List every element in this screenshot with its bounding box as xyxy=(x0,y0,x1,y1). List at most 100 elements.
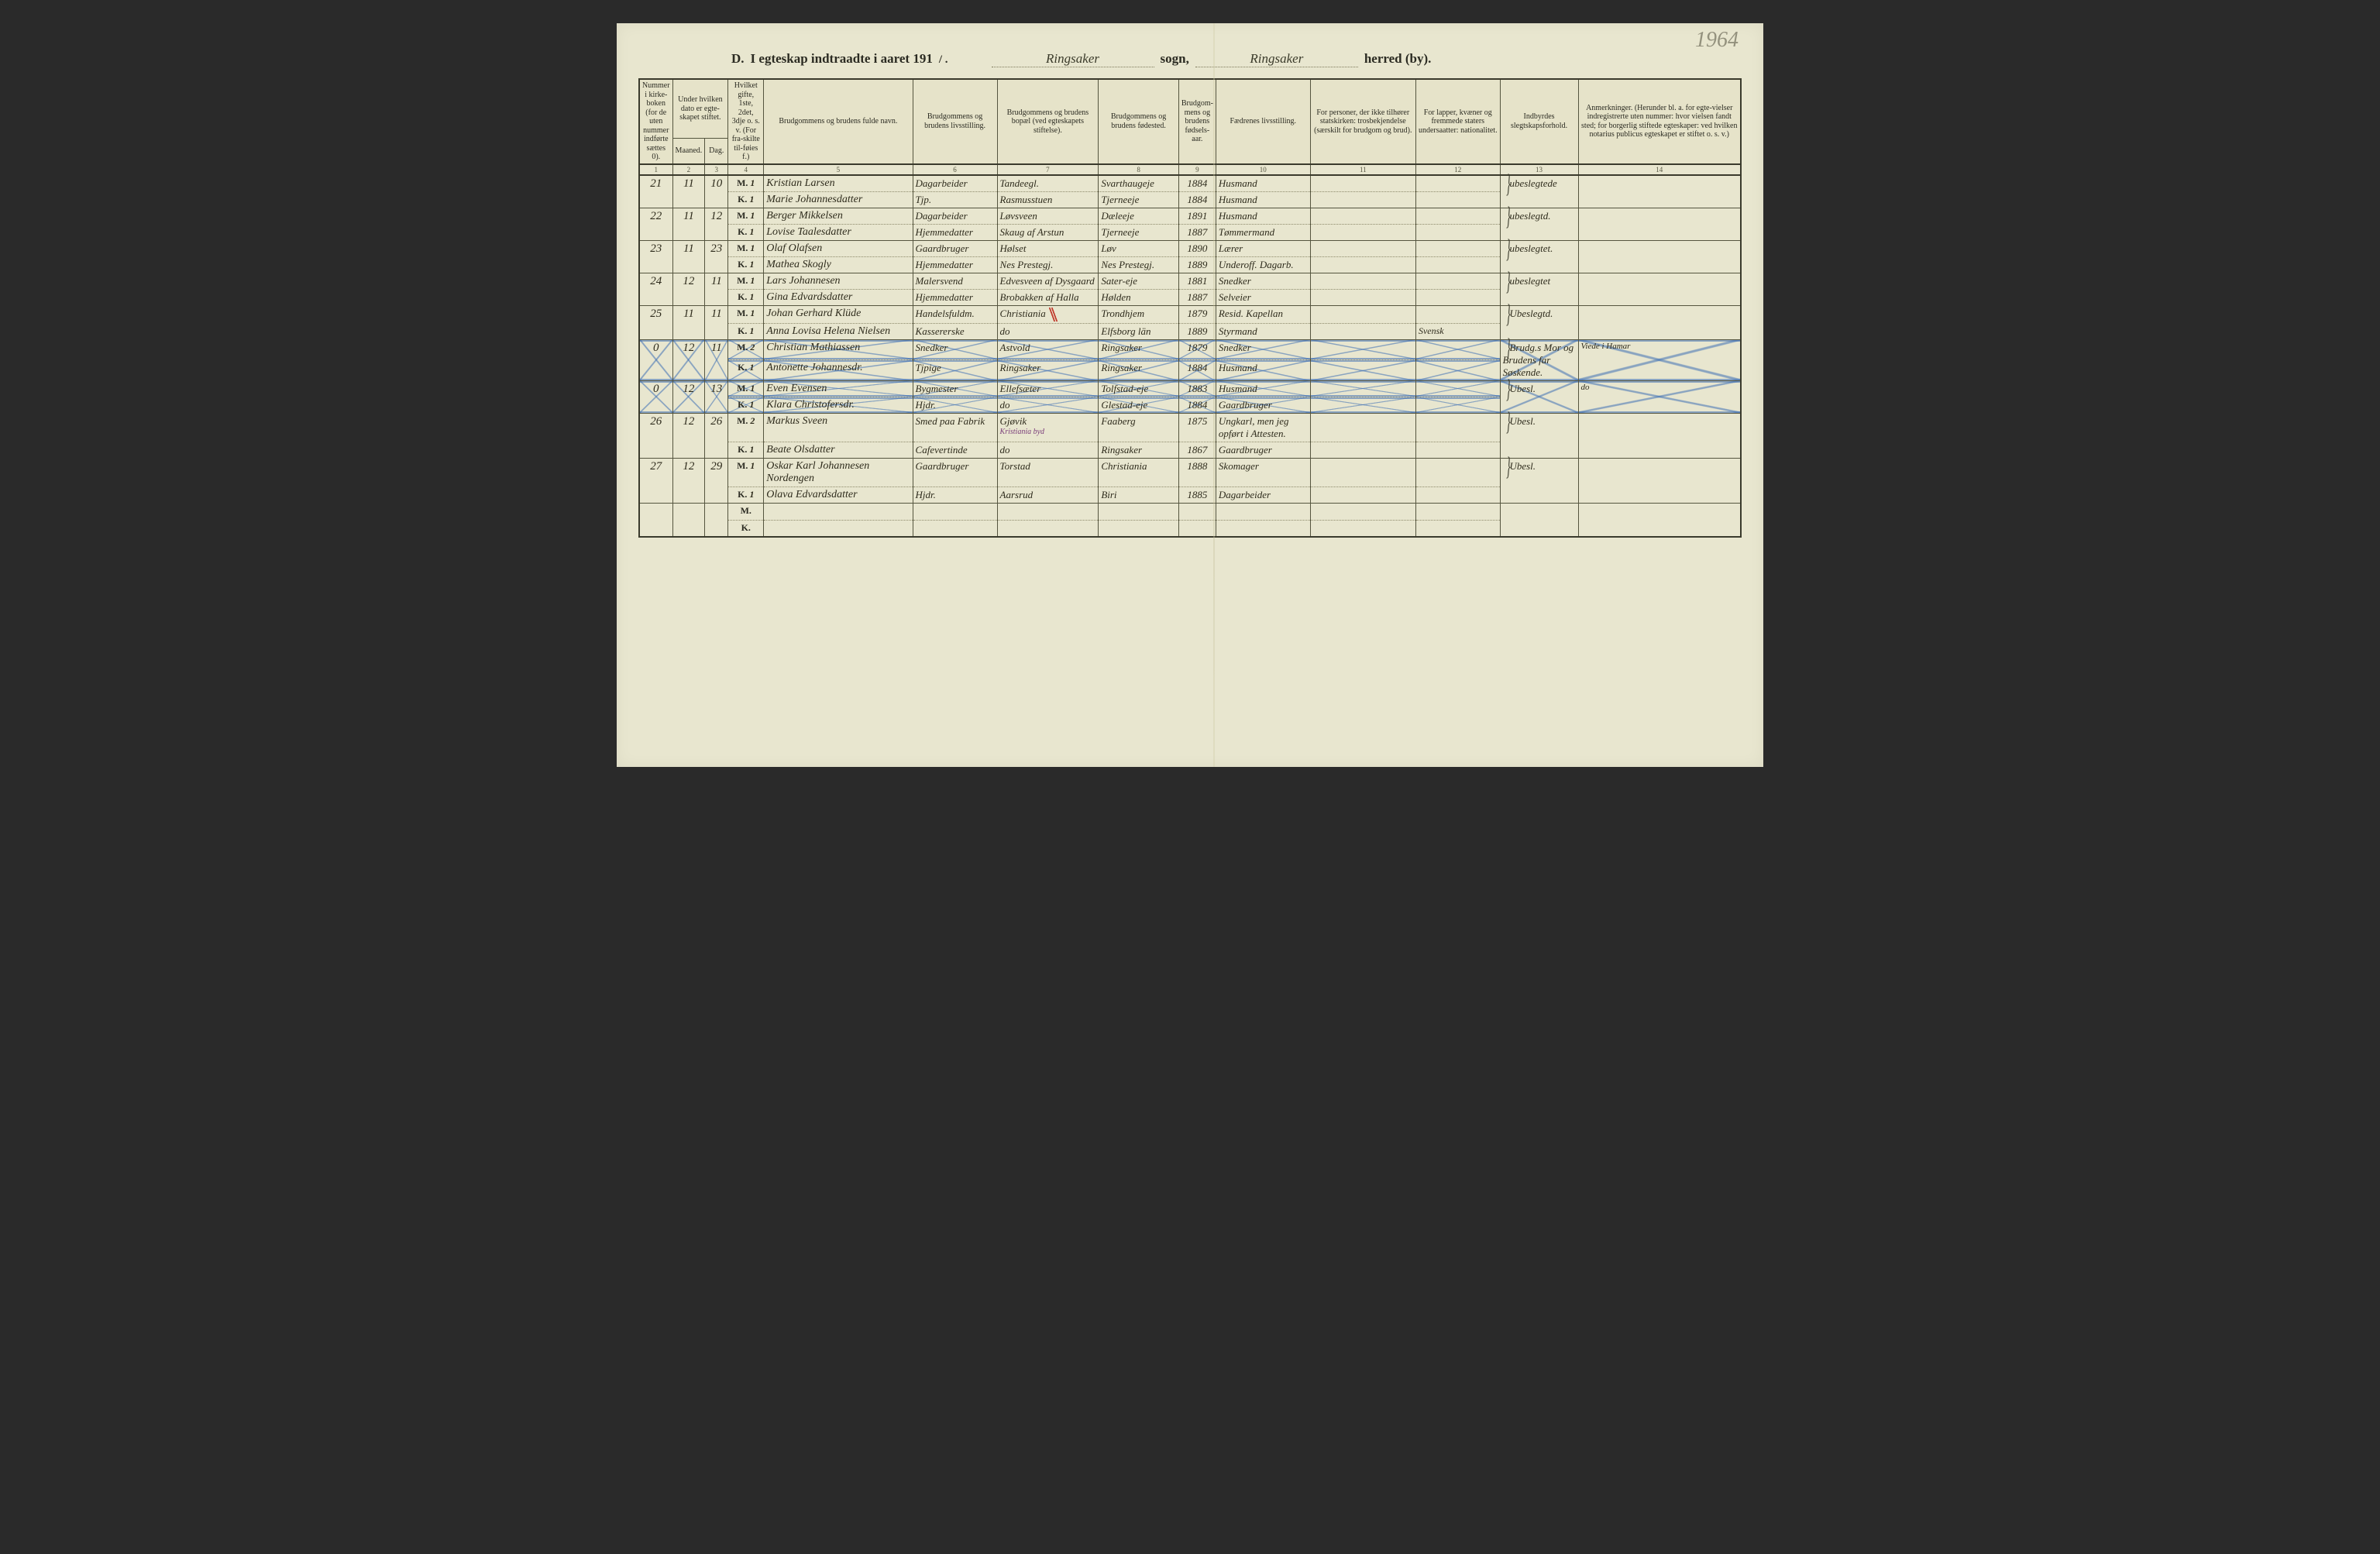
col-header-10: For personer, der ikke tilhører statskir… xyxy=(1310,79,1415,164)
cell-nationality-k: Svensk xyxy=(1415,323,1500,339)
cell-confession-k xyxy=(1310,360,1415,381)
cell-groom-occupation: Dagarbeider xyxy=(913,175,997,192)
cell-groom-father-occ: Snedker xyxy=(1216,339,1310,360)
cell-confession-m xyxy=(1310,208,1415,224)
cell-confession-m xyxy=(1310,240,1415,256)
cell-groom-residence: Astvold xyxy=(997,339,1099,360)
entry-row-groom: 221112M. 1Berger MikkelsenDagarbeiderLøv… xyxy=(639,208,1741,224)
cell-bride-birthplace: Nes Prestegj. xyxy=(1099,256,1179,273)
colnum: 5 xyxy=(764,164,913,175)
cell-month: 12 xyxy=(672,413,705,458)
cell-bride-birthyear: 1889 xyxy=(1178,323,1216,339)
colnum: 1 xyxy=(639,164,672,175)
cell-bride-residence: do xyxy=(997,323,1099,339)
cell-groom-occupation: Malersvend xyxy=(913,273,997,289)
col-header-5: Brudgommens og brudens livsstilling. xyxy=(913,79,997,164)
col-header-4: Brudgommens og brudens fulde navn. xyxy=(764,79,913,164)
cell-bride-father-occ: Husmand xyxy=(1216,360,1310,381)
cell-remarks xyxy=(1578,305,1741,339)
cell-groom-residence: Hølset xyxy=(997,240,1099,256)
cell-sex-k: K. 1 xyxy=(728,442,764,458)
cell-groom-residence: Løvsveen xyxy=(997,208,1099,224)
col-header-7: Brudgommens og brudens fødested. xyxy=(1099,79,1179,164)
entry-row-groom: 231123M. 1Olaf OlafsenGaardbrugerHølsetL… xyxy=(639,240,1741,256)
cell-groom-name: Lars Johannesen xyxy=(764,273,913,289)
cell-remarks xyxy=(1578,458,1741,503)
table-head: Nummer i kirke-boken (for de uten nummer… xyxy=(639,79,1741,175)
cell-groom-birthyear: 1883 xyxy=(1178,380,1216,397)
cell-bride-father-occ: Underoff. Dagarb. xyxy=(1216,256,1310,273)
cell-sex-m: M. 1 xyxy=(728,208,764,224)
cell-bride-birthyear: 1867 xyxy=(1178,442,1216,458)
col-header-3: Hvilket gifte, 1ste, 2det, 3dje o. s. v.… xyxy=(728,79,764,164)
cell-bride-residence: Brobakken af Halla xyxy=(997,289,1099,305)
cell-groom-residence: GjøvikKristiania byd xyxy=(997,413,1099,442)
cell-bride-birthyear: 1887 xyxy=(1178,289,1216,305)
cell-entry-number: 0 xyxy=(639,380,672,413)
table-body: 211110M. 1Kristian LarsenDagarbeiderTand… xyxy=(639,175,1741,538)
cell-nationality-m xyxy=(1415,273,1500,289)
cell-remarks xyxy=(1578,208,1741,240)
marriage-register-table: Nummer i kirke-boken (for de uten nummer… xyxy=(638,78,1742,538)
colnum: 10 xyxy=(1216,164,1310,175)
cell-bride-birthyear: 1884 xyxy=(1178,191,1216,208)
colnum: 13 xyxy=(1500,164,1578,175)
cell-groom-birthplace: Svarthaugeje xyxy=(1099,175,1179,192)
cell-groom-name: Christian Mathiassen xyxy=(764,339,913,360)
header-sogn-label: sogn, xyxy=(1161,51,1189,67)
cell-confession-m xyxy=(1310,273,1415,289)
entry-row-groom: 01211M. 2Christian MathiassenSnedkerAstv… xyxy=(639,339,1741,360)
cell-bride-father-occ: Styrmand xyxy=(1216,323,1310,339)
col-header-9: Fædrenes livsstilling. xyxy=(1216,79,1310,164)
cell-sex-k: K. 1 xyxy=(728,323,764,339)
cell-bride-occupation: Hjemmedatter xyxy=(913,289,997,305)
cell-bride-birthyear: 1884 xyxy=(1178,397,1216,413)
entry-row-blank: M. xyxy=(639,503,1741,520)
cell-bride-name: Gina Edvardsdatter xyxy=(764,289,913,305)
cell-month: 12 xyxy=(672,380,705,413)
column-number-row: 1 2 3 4 5 6 7 8 9 10 11 12 13 14 xyxy=(639,164,1741,175)
cell-remarks: do xyxy=(1578,380,1741,413)
entry-row-groom: 261226M. 2Markus SveenSmed paa FabrikGjø… xyxy=(639,413,1741,442)
cell-groom-birthyear: 1875 xyxy=(1178,413,1216,442)
cell-groom-birthplace: Faaberg xyxy=(1099,413,1179,442)
cell-bride-residence: Nes Prestegj. xyxy=(997,256,1099,273)
cell-remarks xyxy=(1578,240,1741,273)
cell-bride-birthplace: Tjerneeje xyxy=(1099,191,1179,208)
colnum: 6 xyxy=(913,164,997,175)
header-herred-label: herred (by). xyxy=(1364,51,1432,67)
cell-groom-father-occ: Husmand xyxy=(1216,208,1310,224)
cell-sex-k: K. 1 xyxy=(728,191,764,208)
cell-day: 10 xyxy=(705,175,728,208)
cell-bride-name: Marie Johannesdatter xyxy=(764,191,913,208)
cell-sex-k: K. 1 xyxy=(728,256,764,273)
cell-bride-father-occ: Husmand xyxy=(1216,191,1310,208)
cell-groom-occupation: Smed paa Fabrik xyxy=(913,413,997,442)
cell-bride-occupation: Hjemmedatter xyxy=(913,224,997,240)
cell-groom-birthplace: Dæleeje xyxy=(1099,208,1179,224)
header-sogn-value: Ringsaker xyxy=(992,51,1154,67)
cell-sex-k: K. xyxy=(728,520,764,537)
cell-nationality-k xyxy=(1415,224,1500,240)
cell-bride-residence: do xyxy=(997,397,1099,413)
cell-groom-birthplace: Sater-eje xyxy=(1099,273,1179,289)
cell-nationality-k xyxy=(1415,191,1500,208)
cell-sex-k: K. 1 xyxy=(728,397,764,413)
cell-confession-k xyxy=(1310,191,1415,208)
cell-groom-birthplace: Løv xyxy=(1099,240,1179,256)
cell-confession-m xyxy=(1310,413,1415,442)
entry-row-groom: 241211M. 1Lars JohannesenMalersvendEdves… xyxy=(639,273,1741,289)
cell-bride-birthyear: 1884 xyxy=(1178,360,1216,381)
cell-kinship: } Brudg.s Mor og Brudens far Søskende. xyxy=(1500,339,1578,380)
cell-groom-name: Johan Gerhard Klüde xyxy=(764,305,913,323)
cell-confession-k xyxy=(1310,289,1415,305)
purple-annotation: Kristiania byd xyxy=(1000,428,1096,436)
cell-groom-residence: Tandeegl. xyxy=(997,175,1099,192)
cell-entry-number: 24 xyxy=(639,273,672,305)
cell-bride-birthplace: Tjerneeje xyxy=(1099,224,1179,240)
cell-day: 23 xyxy=(705,240,728,273)
cell-nationality-m xyxy=(1415,413,1500,442)
cell-bride-birthyear: 1887 xyxy=(1178,224,1216,240)
colnum: 4 xyxy=(728,164,764,175)
cell-groom-birthyear: 1890 xyxy=(1178,240,1216,256)
